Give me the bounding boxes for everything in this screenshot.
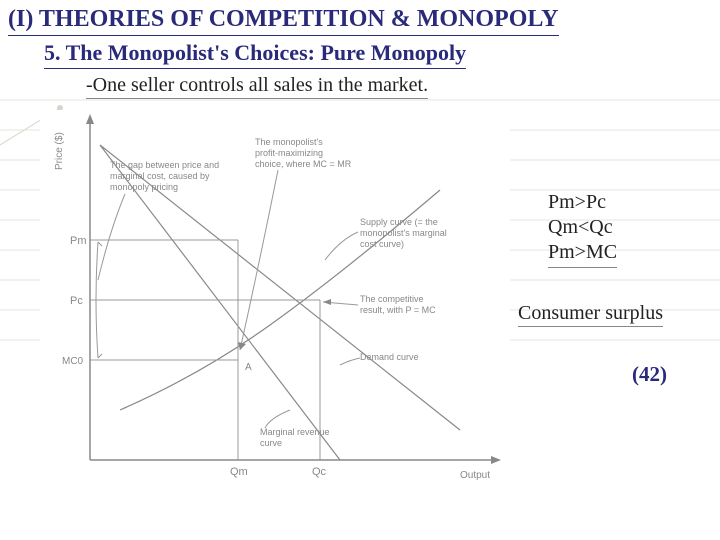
subtitle: 5. The Monopolist's Choices: Pure Monopo… bbox=[44, 40, 466, 69]
label-pm: Pm bbox=[70, 235, 87, 247]
ann-demand: Demand curve bbox=[360, 352, 419, 362]
ann-gap-2: marginal cost, caused by bbox=[110, 171, 210, 181]
monopoly-graph: Price ($) Output Pm Pc MC0 Qm Qc A The g… bbox=[40, 110, 510, 510]
ineq-pm-mc: Pm>MC bbox=[548, 240, 617, 265]
label-a: A bbox=[245, 362, 252, 373]
main-title: (I) THEORIES OF COMPETITION & MONOPOLY bbox=[8, 6, 559, 36]
ann-mr-1: Marginal revenue bbox=[260, 427, 330, 437]
inequalities-block: Pm>Pc Qm<Qc Pm>MC bbox=[548, 190, 617, 268]
ann-choice-1: The monopolist's bbox=[255, 137, 323, 147]
consumer-surplus-label: Consumer surplus bbox=[518, 302, 663, 327]
label-mc0: MC0 bbox=[62, 356, 84, 367]
ann-choice-2: profit-maximizing bbox=[255, 148, 323, 158]
ann-gap-3: monopoly pricing bbox=[110, 182, 178, 192]
ann-supply-2: monopolist's marginal bbox=[360, 228, 447, 238]
x-axis-label: Output bbox=[460, 470, 490, 481]
ann-comp-2: result, with P = MC bbox=[360, 305, 436, 315]
ann-mr-2: curve bbox=[260, 438, 282, 448]
ann-gap-1: The gap between price and bbox=[110, 160, 219, 170]
ann-supply-3: cost curve) bbox=[360, 239, 404, 249]
ann-supply-1: Supply curve (= the bbox=[360, 217, 438, 227]
ineq-pm-pc: Pm>Pc bbox=[548, 190, 617, 215]
y-axis-label: Price ($) bbox=[54, 132, 65, 170]
label-qc: Qc bbox=[312, 466, 327, 478]
ann-choice-3: choice, where MC = MR bbox=[255, 159, 352, 169]
label-pc: Pc bbox=[70, 295, 83, 307]
ann-comp-1: The competitive bbox=[360, 294, 424, 304]
label-qm: Qm bbox=[230, 466, 248, 478]
bullet-text: -One seller controls all sales in the ma… bbox=[86, 74, 428, 99]
ineq-qm-qc: Qm<Qc bbox=[548, 215, 617, 240]
page-number: (42) bbox=[632, 362, 667, 387]
